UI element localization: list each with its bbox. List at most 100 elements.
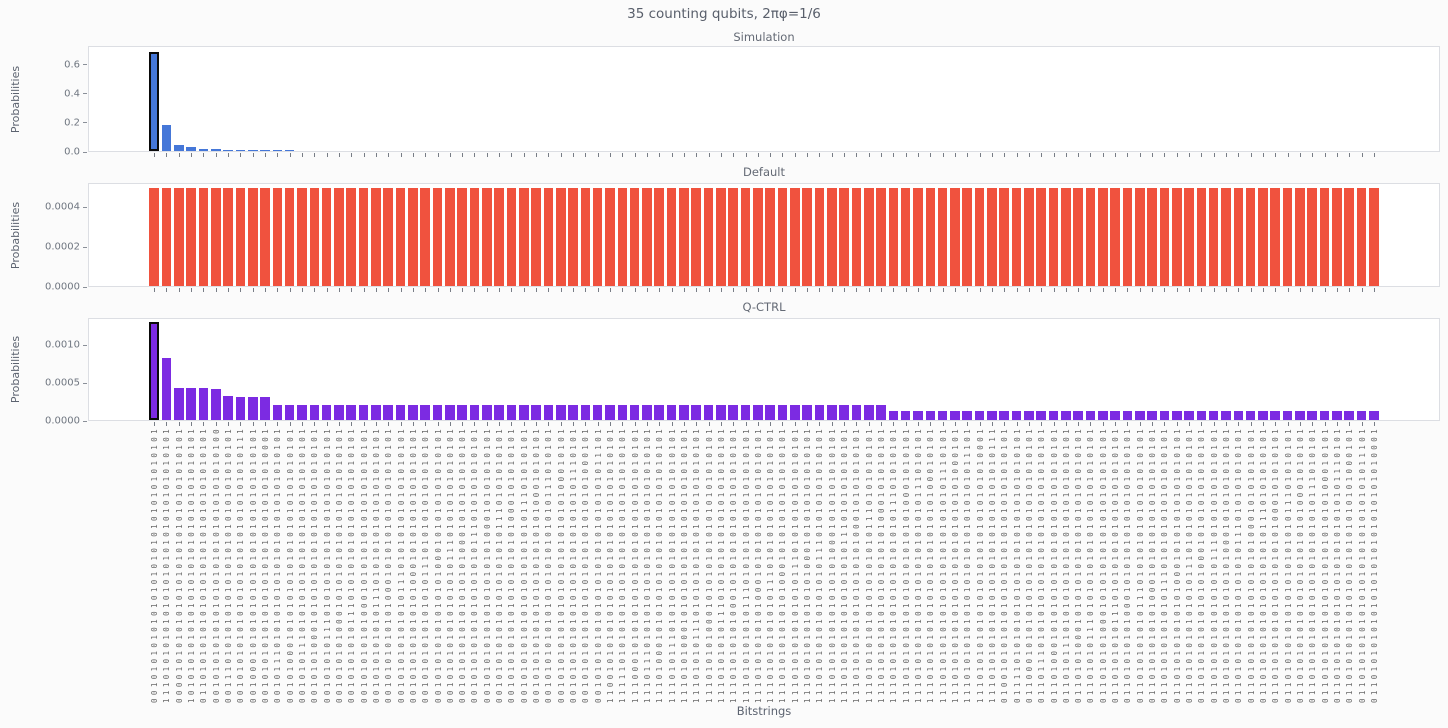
x-tick-mark (1016, 288, 1018, 292)
x-tick-label: 11101010101010101010101010101010101 (162, 425, 172, 703)
bar (753, 404, 763, 420)
bar (186, 146, 196, 151)
bar (1208, 410, 1219, 420)
bar (457, 404, 467, 420)
bar (592, 188, 603, 286)
x-tick-mark (1139, 288, 1141, 292)
x-tick-mark (683, 153, 685, 157)
x-tick-mark (1152, 153, 1154, 157)
bar (247, 396, 258, 420)
bar (272, 188, 283, 286)
bar (1024, 188, 1034, 286)
x-tick-mark (807, 153, 809, 157)
bar (974, 188, 985, 286)
x-tick-mark (1324, 288, 1326, 292)
bar (679, 404, 689, 420)
x-tick-mark (425, 422, 427, 426)
bar (913, 410, 923, 420)
bar (863, 188, 874, 286)
x-tick-mark (831, 422, 833, 426)
bar (1122, 188, 1133, 286)
x-tick-label: 00101010101000101010101010101010101 (359, 425, 369, 703)
x-tick-mark (154, 153, 156, 157)
x-tick-mark (1275, 422, 1277, 426)
x-tick-mark (1299, 422, 1301, 426)
x-tick-mark (844, 288, 846, 292)
bar (346, 404, 357, 420)
x-tick-mark (536, 153, 538, 157)
x-tick-mark (1189, 422, 1191, 426)
bar (272, 149, 283, 151)
x-tick-mark (967, 153, 969, 157)
bar (260, 188, 270, 286)
x-tick-mark (671, 422, 673, 426)
x-tick-mark (585, 288, 587, 292)
bar (408, 404, 418, 420)
bar (1307, 188, 1318, 286)
x-tick-mark (326, 153, 328, 157)
figure-title: 35 counting qubits, 2πφ=1/6 (627, 6, 821, 22)
x-tick-label: 00101010101010101010101010101010111 (236, 425, 246, 703)
x-tick-mark (622, 288, 624, 292)
bar (161, 188, 172, 286)
x-tick-mark (1213, 288, 1215, 292)
x-tick-label: 01101010101010101010111010101010101 (1234, 425, 1244, 703)
bar (1073, 188, 1083, 286)
x-tick-mark (696, 153, 698, 157)
bar (876, 188, 886, 286)
x-tick-mark (1201, 153, 1203, 157)
x-tick-label: 01101010101010101010101010111010101 (1308, 425, 1318, 703)
y-tick-mark (83, 344, 87, 346)
x-tick-mark (905, 288, 907, 292)
x-tick-mark (1250, 422, 1252, 426)
x-tick-mark (1028, 422, 1030, 426)
x-tick-mark (388, 422, 390, 426)
x-tick-mark (671, 153, 673, 157)
x-tick-label: 10101010101010101010101010101010101 (187, 425, 197, 703)
bar (617, 188, 628, 286)
x-tick-mark (708, 288, 710, 292)
x-tick-mark (228, 288, 230, 292)
x-tick-mark (302, 153, 303, 157)
bar (1196, 410, 1207, 420)
x-tick-label: 11101010101010101010101010101011101 (963, 425, 973, 703)
x-tick-mark (1312, 288, 1314, 292)
bar (555, 404, 566, 420)
x-tick-mark (1090, 422, 1092, 426)
x-tick-mark (597, 422, 599, 426)
x-tick-label: 11101011101010101010101010101010101 (667, 425, 677, 703)
x-tick-mark (868, 422, 870, 426)
x-tick-mark (881, 422, 883, 426)
bar (174, 188, 184, 286)
x-tick-label: 01101010101110101010101010101010101 (1111, 425, 1121, 703)
y-tick-mark (83, 382, 87, 384)
x-tick-label: 01101010101010101000101010101010101 (1197, 425, 1207, 703)
x-tick-mark (474, 153, 476, 157)
x-tick-mark (400, 153, 402, 157)
bar (802, 404, 812, 420)
x-tick-mark (462, 153, 464, 157)
y-tick-label: 0.0000 (45, 281, 80, 293)
bar (272, 404, 283, 420)
x-tick-mark (622, 422, 624, 426)
x-tick-mark (1152, 288, 1154, 292)
x-tick-label: 00101010101010101010101010101010100 (211, 425, 221, 703)
x-tick-mark (634, 422, 636, 426)
x-tick-label: 11101010100010101010101010101010101 (704, 425, 714, 703)
x-tick-label: 01101010101010111010101010101010101 (1160, 425, 1170, 703)
x-tick-mark (548, 422, 550, 426)
x-tick-mark (1041, 153, 1043, 157)
x-tick-label: 11101110101010101010101010101010101 (642, 425, 652, 703)
bar (371, 404, 381, 420)
x-tick-label: 00101110101010101010101010101010101 (273, 425, 283, 703)
bar (888, 410, 899, 420)
x-tick-mark (1053, 153, 1055, 157)
x-tick-label: 00101000101010101010101010101010101 (285, 425, 295, 703)
x-tick-label: 11101010101010101011101010101010101 (815, 425, 825, 703)
y-axis-label-simulation: Probabilities (9, 65, 23, 134)
x-tick-mark (1041, 288, 1043, 292)
bar (703, 404, 714, 420)
x-tick-mark (573, 422, 575, 426)
y-tick-mark (83, 246, 87, 248)
x-tick-mark (1361, 153, 1363, 157)
